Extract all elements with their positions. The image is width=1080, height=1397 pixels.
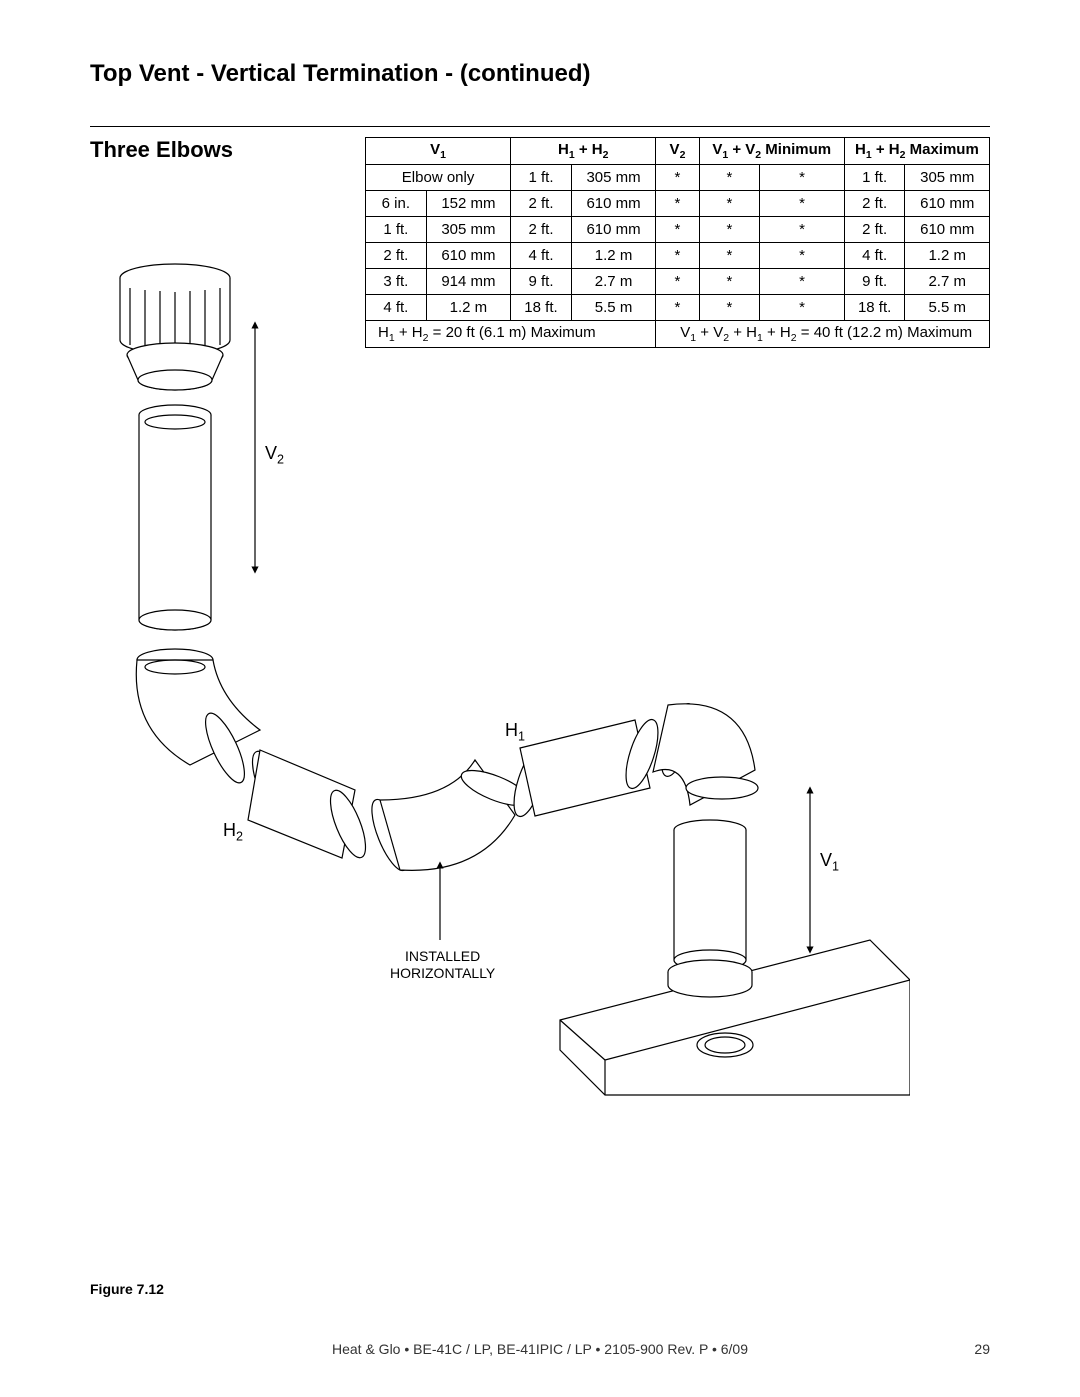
col-v1v2min: V1 + V2 Minimum [699, 138, 844, 165]
cell: 610 mm [571, 191, 656, 217]
divider-top [90, 126, 990, 127]
cell: 305 mm [905, 165, 990, 191]
cell: * [760, 165, 845, 191]
cell: * [699, 191, 760, 217]
cell: * [760, 217, 845, 243]
cell: 152 mm [426, 191, 511, 217]
cell: * [699, 165, 760, 191]
cell: 305 mm [571, 165, 656, 191]
cell: 610 mm [905, 191, 990, 217]
page-number: 29 [974, 1341, 990, 1357]
table-header-row: V1 H1 + H2 V2 V1 + V2 Minimum H1 + H2 Ma [366, 138, 990, 165]
h1-pipe [507, 716, 664, 820]
h2-pipe [245, 747, 372, 862]
vent-diagram: V2 H1 H2 V1 INSTALLED HORIZONTALLY [90, 260, 910, 1130]
table-row: 6 in.152 mm2 ft.610 mm***2 ft.610 mm [366, 191, 990, 217]
elbow-2 [365, 760, 533, 875]
vent-diagram-svg [90, 260, 910, 1130]
label-h2: H2 [223, 820, 243, 844]
cell: * [656, 165, 699, 191]
label-h1: H1 [505, 720, 525, 744]
fireplace-top [560, 940, 910, 1095]
cell: * [760, 191, 845, 217]
cell: 6 in. [366, 191, 427, 217]
table-row: Elbow only1 ft.305 mm***1 ft.305 mm [366, 165, 990, 191]
elbow-1 [136, 649, 260, 788]
cell: 1 ft. [511, 165, 572, 191]
cell: * [656, 217, 699, 243]
cell: 305 mm [426, 217, 511, 243]
col-v1: V1 [366, 138, 511, 165]
col-v2: V2 [656, 138, 699, 165]
cell: 2.7 m [905, 269, 990, 295]
page-title: Top Vent - Vertical Termination - (conti… [90, 60, 990, 88]
label-v1: V1 [820, 850, 839, 874]
label-v2: V2 [265, 443, 284, 467]
elbow-3 [653, 700, 758, 805]
cell: 1 ft. [366, 217, 427, 243]
cell: 1 ft. [844, 165, 905, 191]
cell: 1.2 m [905, 243, 990, 269]
cell: 2 ft. [511, 191, 572, 217]
cell: Elbow only [366, 165, 511, 191]
termination-cap [120, 264, 230, 390]
cell: 2 ft. [844, 191, 905, 217]
label-installed-horizontally: INSTALLED HORIZONTALLY [390, 948, 495, 982]
v2-pipe [139, 405, 211, 630]
cell: * [656, 191, 699, 217]
section-heading: Three Elbows [90, 137, 233, 163]
cell: 610 mm [571, 217, 656, 243]
cell: * [699, 217, 760, 243]
cell: 2 ft. [511, 217, 572, 243]
cell: 5.5 m [905, 295, 990, 321]
page-footer: Heat & Glo • BE-41C / LP, BE-41IPIC / LP… [0, 1341, 1080, 1357]
figure-label: Figure 7.12 [90, 1281, 164, 1297]
cell: 2 ft. [844, 217, 905, 243]
col-h1h2max: H1 + H2 Maximum [844, 138, 989, 165]
col-h1h2: H1 + H2 [511, 138, 656, 165]
table-row: 1 ft.305 mm2 ft.610 mm***2 ft.610 mm [366, 217, 990, 243]
v1-pipe [674, 820, 746, 970]
cell: 610 mm [905, 217, 990, 243]
